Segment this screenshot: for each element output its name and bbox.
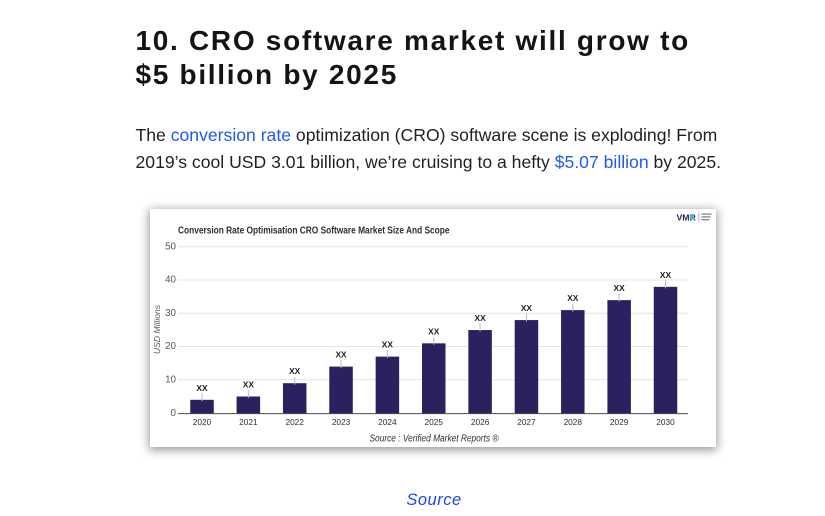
svg-text:2028: 2028 bbox=[564, 416, 583, 426]
svg-text:2022: 2022 bbox=[285, 416, 304, 426]
svg-text:2029: 2029 bbox=[610, 416, 629, 426]
svg-text:2020: 2020 bbox=[193, 416, 212, 426]
svg-text:XX: XX bbox=[382, 339, 394, 349]
svg-text:2030: 2030 bbox=[656, 416, 675, 426]
svg-text:USD Millions: USD Millions bbox=[152, 304, 162, 354]
svg-text:XX: XX bbox=[521, 303, 533, 313]
svg-text:Source : Verified Market Repor: Source : Verified Market Reports ® bbox=[370, 433, 500, 444]
svg-text:XX: XX bbox=[614, 283, 626, 293]
svg-text:2025: 2025 bbox=[425, 416, 444, 426]
svg-text:XX: XX bbox=[243, 379, 255, 389]
svg-text:Conversion Rate Optimisation C: Conversion Rate Optimisation CRO Softwar… bbox=[178, 225, 450, 236]
svg-text:30: 30 bbox=[165, 308, 176, 319]
svg-text:2021: 2021 bbox=[239, 416, 258, 426]
svg-text:XX: XX bbox=[196, 382, 208, 392]
svg-text:0: 0 bbox=[171, 407, 177, 418]
svg-text:XX: XX bbox=[660, 269, 672, 279]
svg-text:40: 40 bbox=[165, 274, 176, 285]
svg-text:XX: XX bbox=[567, 293, 579, 303]
svg-text:50: 50 bbox=[165, 241, 176, 252]
svg-text:XX: XX bbox=[335, 349, 347, 359]
svg-text:XX: XX bbox=[428, 326, 440, 336]
svg-text:2026: 2026 bbox=[471, 416, 490, 426]
svg-text:10: 10 bbox=[165, 374, 176, 385]
svg-text:2027: 2027 bbox=[517, 416, 536, 426]
svg-text:VMR: VMR bbox=[677, 213, 696, 222]
svg-text:20: 20 bbox=[165, 341, 176, 352]
svg-text:2024: 2024 bbox=[378, 416, 397, 426]
svg-text:XX: XX bbox=[475, 313, 487, 323]
svg-text:2023: 2023 bbox=[332, 416, 351, 426]
svg-text:XX: XX bbox=[289, 366, 301, 376]
